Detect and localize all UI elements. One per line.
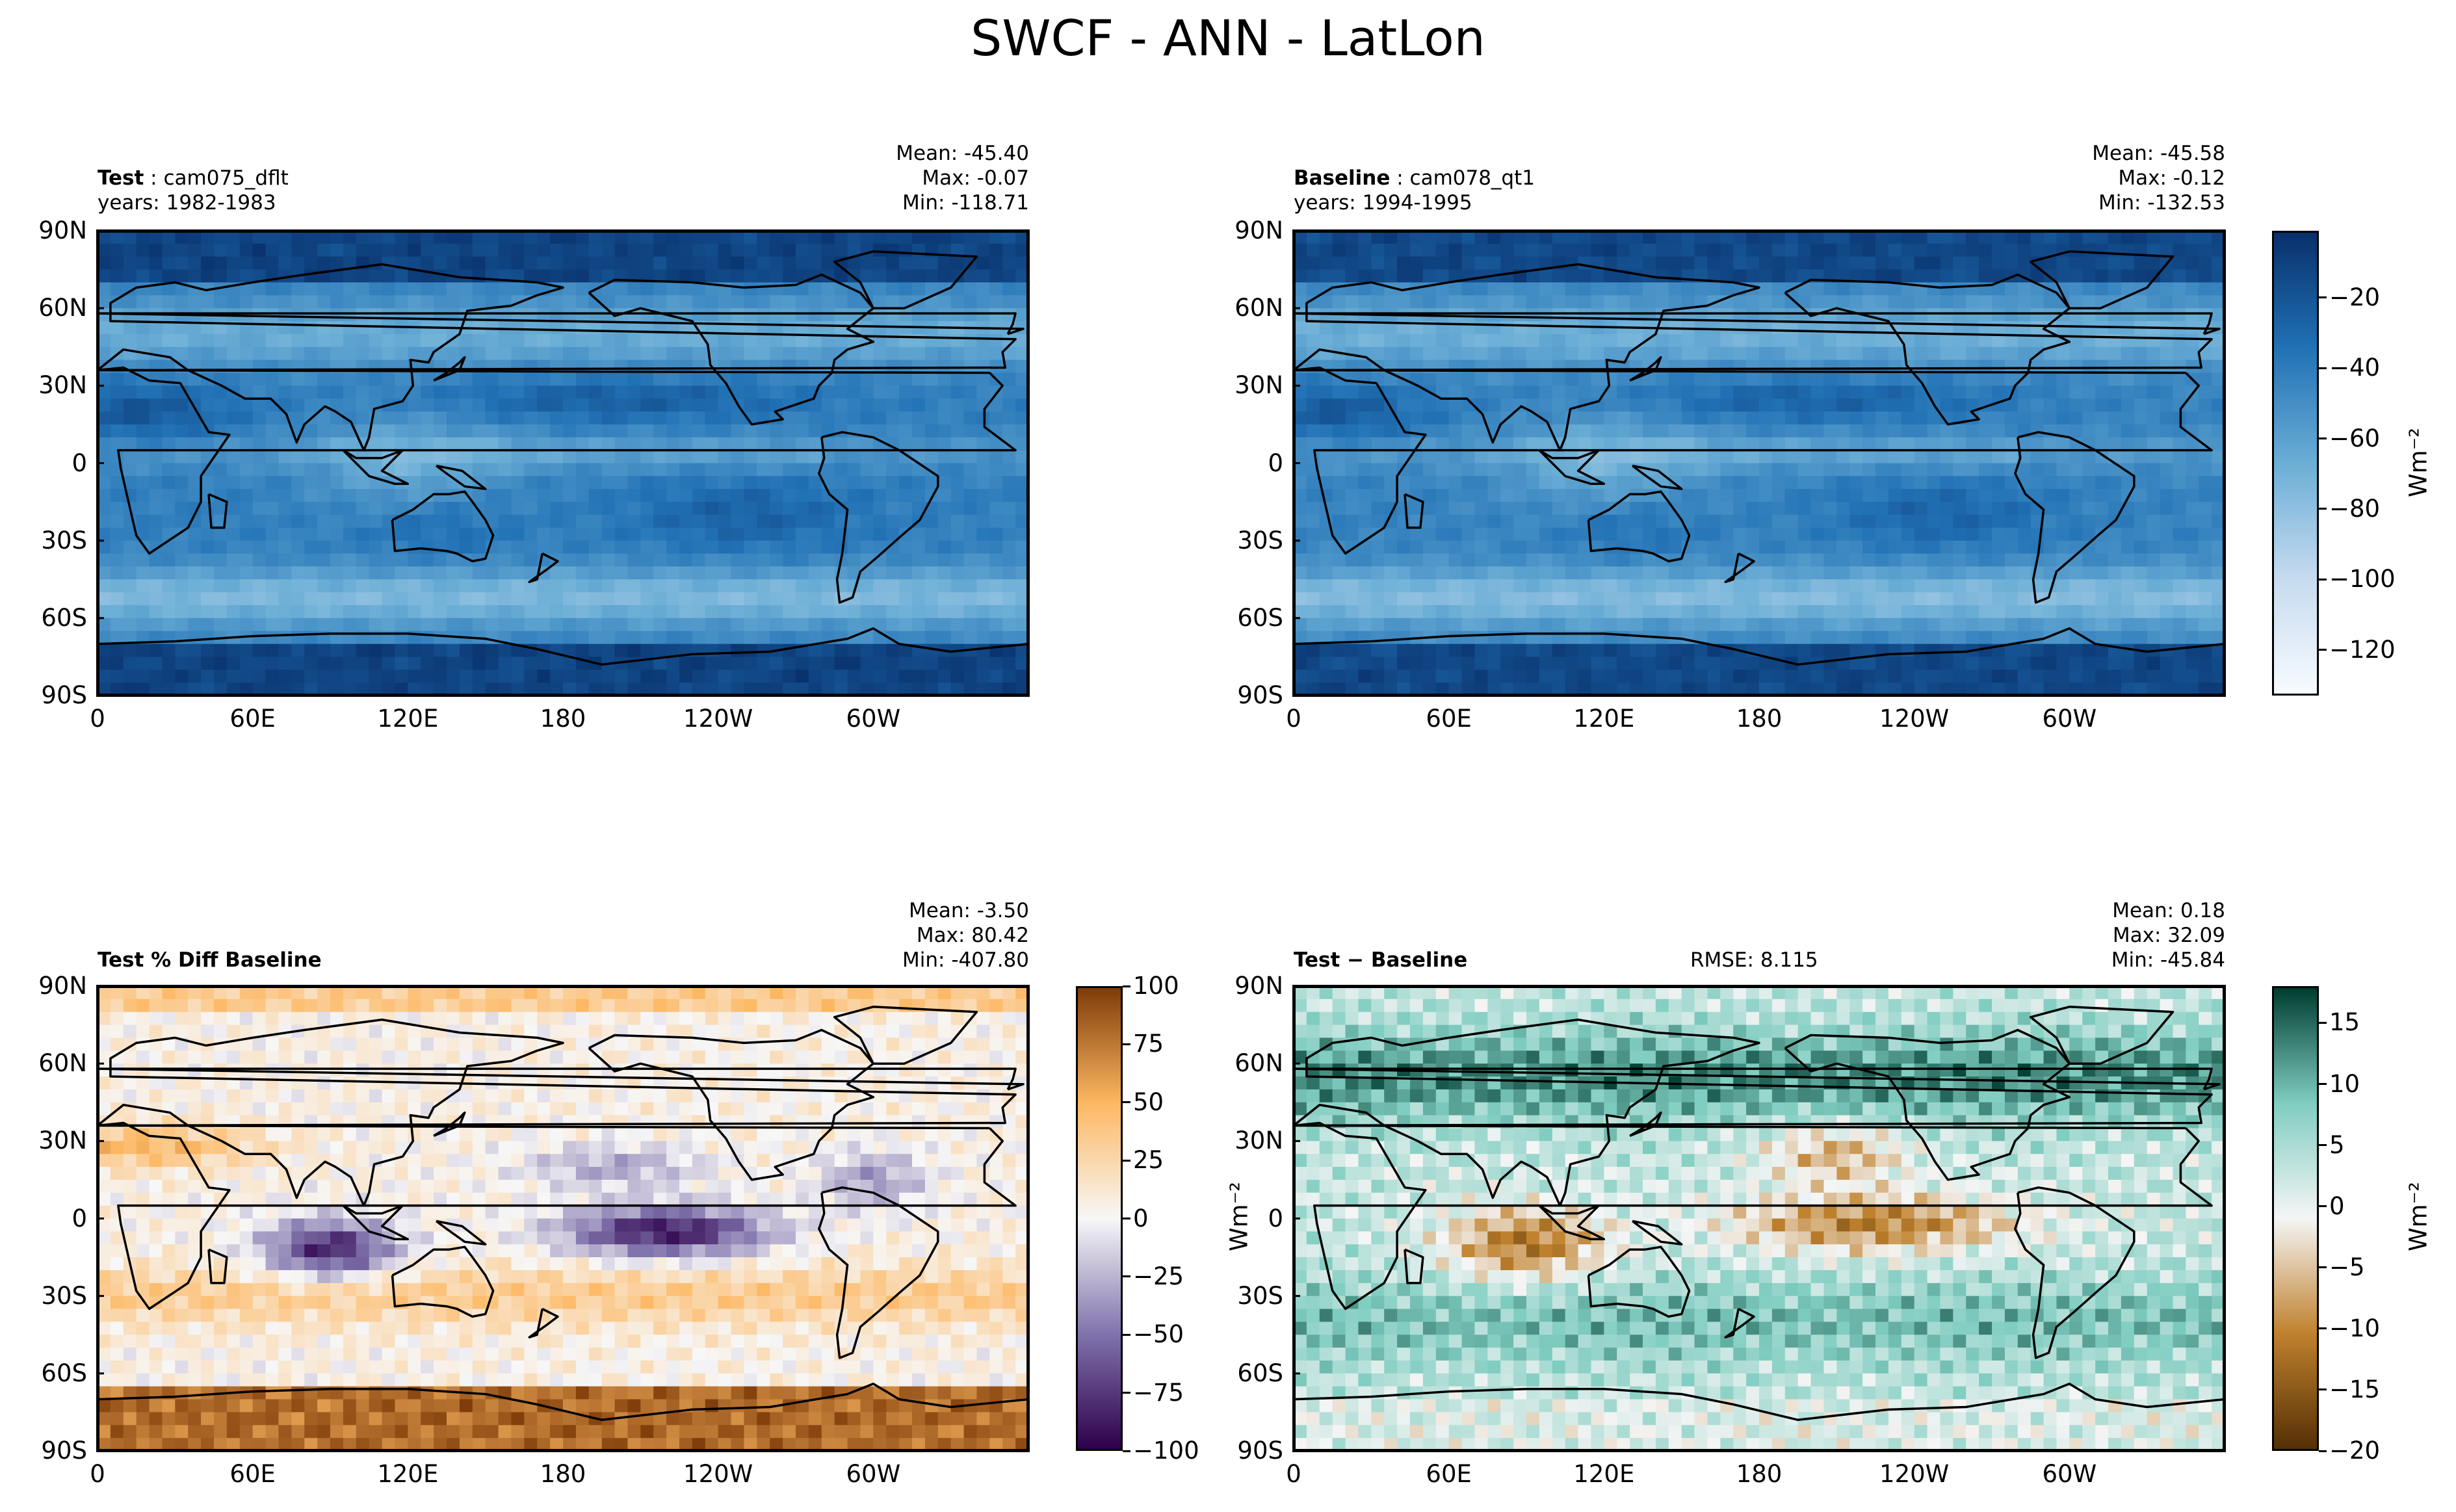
panel-test-title-bold: Test xyxy=(98,166,144,190)
panel-baseline-subtitle: years: 1994-1995 xyxy=(1294,191,1472,215)
panel-baseline-min: Min: -132.53 xyxy=(2098,191,2225,215)
panel-test-max: Max: -0.07 xyxy=(922,166,1029,190)
panel-diff-rmse: RMSE: 8.115 xyxy=(1690,948,1818,972)
panel-test-subtitle: years: 1982-1983 xyxy=(98,191,276,215)
panel-diff-mean: Mean: 0.18 xyxy=(2112,899,2225,923)
panel-test-min: Min: -118.71 xyxy=(902,191,1029,215)
panel-test-mean: Mean: -45.40 xyxy=(896,142,1029,166)
panel-pctdiff-min: Min: -407.80 xyxy=(902,948,1029,972)
panel-pctdiff-mean: Mean: -3.50 xyxy=(909,899,1029,923)
panel-baseline-title-rest: : cam078_qt1 xyxy=(1390,166,1535,190)
panel-baseline-title-bold: Baseline xyxy=(1294,166,1390,190)
panel-pctdiff-title: Test % Diff Baseline xyxy=(98,948,322,972)
panel-test-title-rest: : cam075_dflt xyxy=(144,166,288,190)
panel-diff-max: Max: 32.09 xyxy=(2113,924,2225,948)
panel-baseline-max: Max: -0.12 xyxy=(2118,166,2225,190)
panel-baseline-title: Baseline : cam078_qt1 xyxy=(1294,166,1535,190)
panel-diff-min: Min: -45.84 xyxy=(2111,948,2225,972)
panel-test-title: Test : cam075_dflt xyxy=(98,166,289,190)
panel-baseline-mean: Mean: -45.58 xyxy=(2092,142,2225,166)
panel-diff-title: Test − Baseline xyxy=(1294,948,1467,972)
figure-title: SWCF - ANN - LatLon xyxy=(0,9,2456,67)
panel-pctdiff-max: Max: 80.42 xyxy=(917,924,1029,948)
